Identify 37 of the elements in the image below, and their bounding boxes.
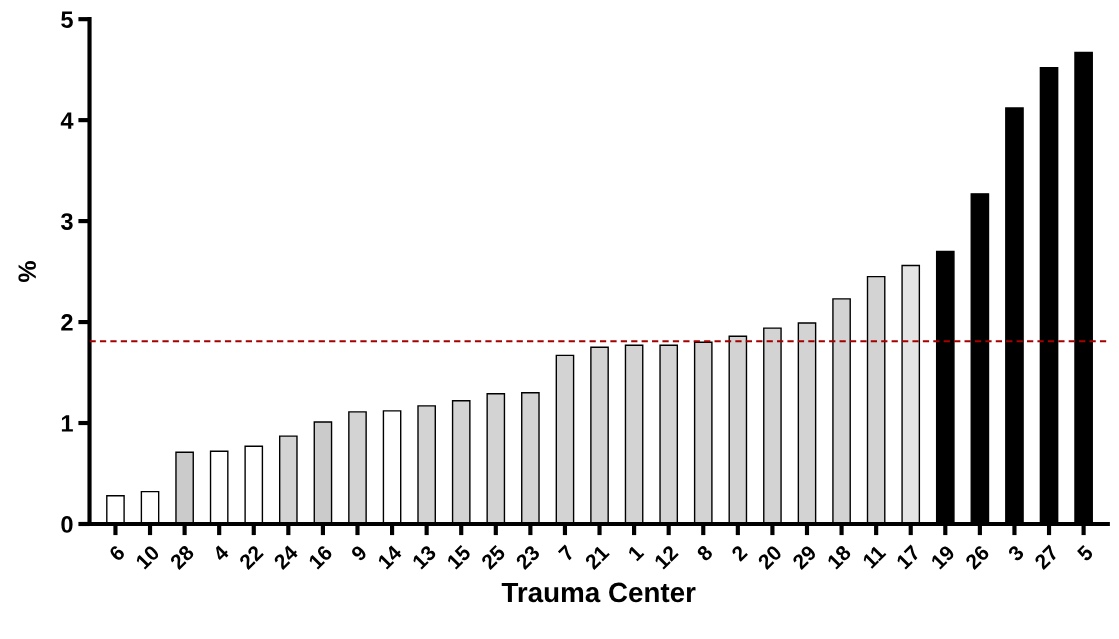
x-tick-label: 13: [411, 544, 437, 570]
x-tick-label: 26: [964, 544, 991, 571]
x-tick-label: 16: [307, 544, 334, 570]
x-tick-label: 14: [377, 544, 403, 570]
y-tick-label: 5: [61, 11, 73, 28]
x-tick-label: 1: [627, 544, 645, 562]
y-tick-label: 2: [61, 314, 73, 331]
y-tick-label: 4: [60, 112, 74, 129]
x-tick-label: 6: [108, 544, 126, 562]
y-tick-label: 1: [61, 415, 73, 432]
y-tick-label: 3: [60, 213, 73, 230]
x-tick-label: 23: [514, 544, 541, 571]
x-tick-label: 24: [272, 543, 299, 570]
x-tick-label: 4: [211, 544, 230, 563]
x-tick-label: 27: [1033, 544, 1060, 570]
y-tick-label: 0: [61, 516, 73, 533]
x-tick-label: 12: [653, 544, 679, 570]
x-tick-label: 22: [238, 544, 264, 570]
x-tick-label: 7: [557, 544, 575, 562]
x-tick-label: 19: [930, 544, 956, 570]
x-tick-label: 11: [862, 544, 887, 569]
x-tick-label: 5: [1076, 544, 1095, 562]
x-tick-label: 17: [895, 544, 921, 570]
x-tick-label: 29: [791, 544, 818, 571]
x-tick-label: 28: [169, 544, 195, 571]
x-axis-title: Trauma Center: [501, 582, 696, 603]
x-tick-label: 9: [350, 544, 368, 562]
y-axis-title: %: [18, 261, 36, 283]
x-tick-label: 21: [584, 544, 610, 570]
x-tick-label: 10: [134, 544, 161, 570]
x-tick-label: 3: [1006, 544, 1025, 563]
x-tick-label: 20: [756, 544, 783, 571]
x-tick-label: 18: [826, 544, 852, 570]
x-tick-label: 2: [730, 544, 748, 562]
x-tick-label: 25: [480, 544, 507, 571]
x-tick-label: 8: [695, 544, 714, 562]
x-tick-label: 15: [446, 544, 472, 570]
